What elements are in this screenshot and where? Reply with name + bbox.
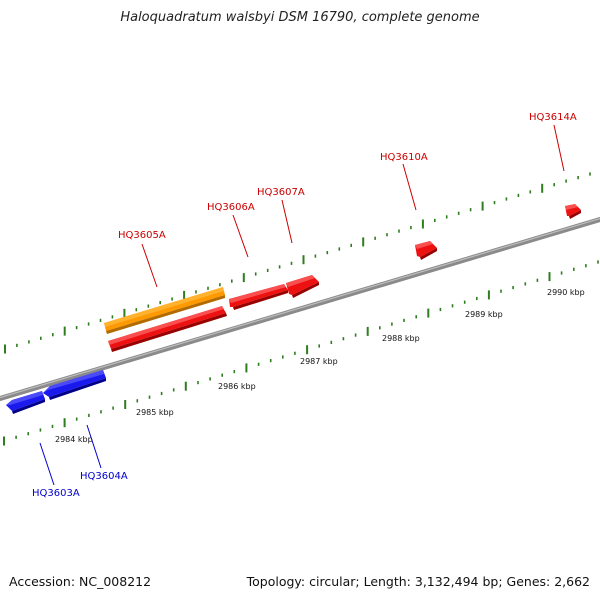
leader-HQ3610A: [402, 163, 417, 211]
accession-text: Accession: NC_008212: [9, 574, 152, 589]
ruler-label-2985: 2985 kbp: [136, 408, 174, 417]
gene-HQ3614A[interactable]: [565, 204, 581, 219]
label-HQ3610A: HQ3610A: [380, 152, 428, 163]
label-HQ3605A: HQ3605A: [118, 230, 166, 241]
label-HQ3603A: HQ3603A: [32, 488, 80, 499]
map-title: Haloquadratum walsbyi DSM 16790, complet…: [120, 10, 480, 25]
genome-summary-text: Topology: circular; Length: 3,132,494 bp…: [246, 574, 590, 589]
leader-HQ3614A: [553, 124, 565, 172]
leader-HQ3605A: [141, 243, 158, 288]
label-HQ3604A: HQ3604A: [80, 471, 128, 482]
leader-HQ3603A: [39, 442, 55, 486]
ruler-label-2987: 2987 kbp: [300, 357, 338, 366]
gene-HQ3607A[interactable]: [286, 275, 319, 298]
upper-tick-row: [4, 172, 591, 354]
lower-tick-row: [3, 260, 599, 446]
gene-HQ3605A[interactable]: [108, 306, 227, 352]
label-HQ3607A: HQ3607A: [257, 187, 305, 198]
ruler-label-2984: 2984 kbp: [55, 435, 93, 444]
leader-HQ3604A: [86, 424, 102, 469]
label-HQ3606A: HQ3606A: [207, 202, 255, 213]
gene-HQ3603A[interactable]: [6, 391, 45, 414]
gene-HQ3610A[interactable]: [415, 241, 437, 260]
gene-HQ3606A[interactable]: [229, 284, 288, 310]
ruler-label-2988: 2988 kbp: [382, 334, 420, 343]
label-HQ3614A: HQ3614A: [529, 112, 577, 123]
leader-HQ3607A: [281, 199, 293, 244]
leader-HQ3606A: [232, 214, 249, 258]
ruler-label-2990: 2990 kbp: [547, 288, 585, 297]
ruler-label-2986: 2986 kbp: [218, 382, 256, 391]
orange-feature[interactable]: [104, 287, 225, 334]
genome-backbone: [0, 216, 600, 402]
genome-backbone-highlight: [0, 217, 600, 399]
gene-HQ3604A[interactable]: [43, 370, 106, 400]
ruler-label-2989: 2989 kbp: [465, 310, 503, 319]
